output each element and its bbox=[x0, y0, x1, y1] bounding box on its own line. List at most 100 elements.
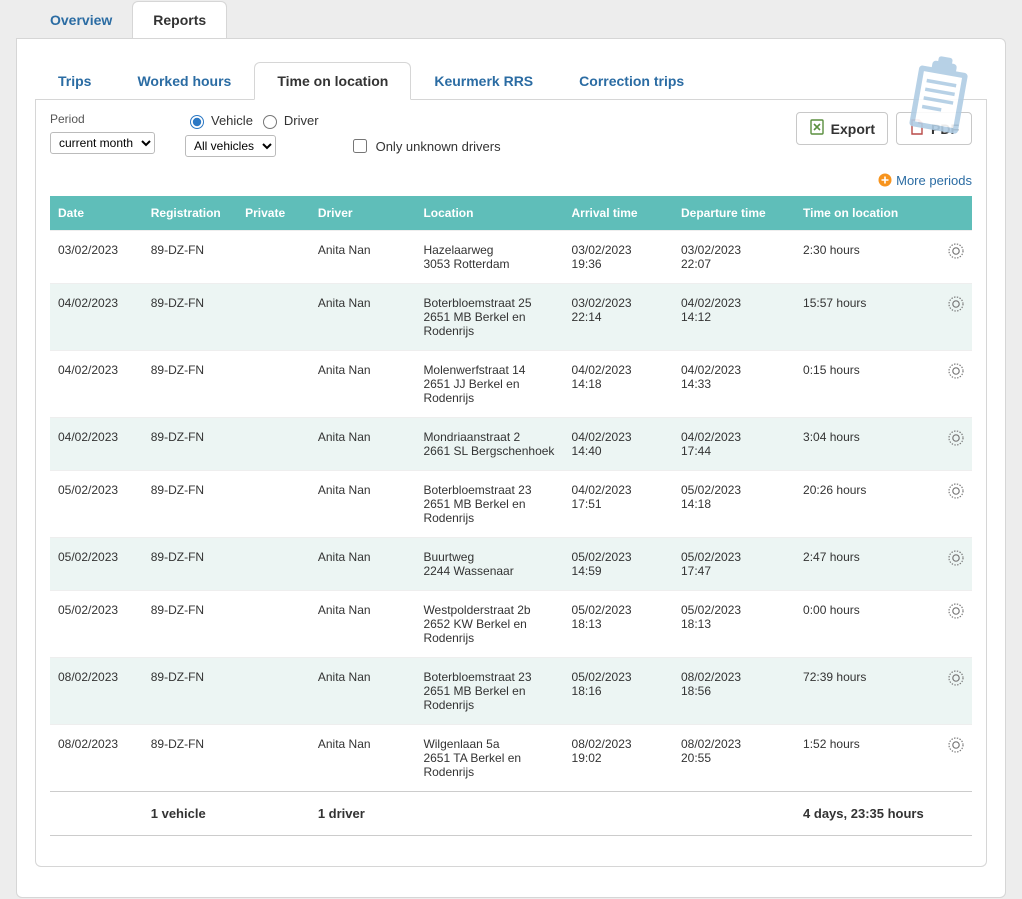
cell-date: 05/02/2023 bbox=[50, 538, 143, 591]
export-button-label: Export bbox=[831, 121, 875, 137]
cell-arrival: 04/02/202317:51 bbox=[564, 471, 673, 538]
col-time-on-location: Time on location bbox=[795, 196, 932, 231]
gear-icon[interactable] bbox=[948, 296, 964, 312]
cell-date: 08/02/2023 bbox=[50, 725, 143, 792]
main-panel: Trips Worked hours Time on location Keur… bbox=[16, 38, 1006, 898]
footer-vehicles: 1 vehicle bbox=[143, 792, 237, 836]
cell-private bbox=[237, 418, 310, 471]
cell-departure: 04/02/202314:12 bbox=[673, 284, 795, 351]
cell-arrival: 05/02/202318:16 bbox=[564, 658, 673, 725]
col-private: Private bbox=[237, 196, 310, 231]
cell-departure: 03/02/202322:07 bbox=[673, 231, 795, 284]
cell-date: 04/02/2023 bbox=[50, 418, 143, 471]
table-row: 03/02/202389-DZ-FNAnita NanHazelaarweg30… bbox=[50, 231, 972, 284]
radio-driver[interactable] bbox=[263, 115, 277, 129]
cell-time-on-location: 0:00 hours bbox=[795, 591, 932, 658]
cell-registration: 89-DZ-FN bbox=[143, 538, 237, 591]
cell-private bbox=[237, 471, 310, 538]
sub-tabs: Trips Worked hours Time on location Keur… bbox=[35, 61, 987, 100]
vehicle-select[interactable]: All vehicles bbox=[185, 135, 276, 157]
more-periods-link[interactable]: More periods bbox=[896, 173, 972, 188]
cell-registration: 89-DZ-FN bbox=[143, 418, 237, 471]
cell-driver: Anita Nan bbox=[310, 658, 416, 725]
cell-registration: 89-DZ-FN bbox=[143, 231, 237, 284]
gear-icon[interactable] bbox=[948, 603, 964, 619]
cell-driver: Anita Nan bbox=[310, 351, 416, 418]
cell-date: 04/02/2023 bbox=[50, 284, 143, 351]
cell-time-on-location: 1:52 hours bbox=[795, 725, 932, 792]
clipboard-icon bbox=[895, 53, 983, 144]
table-row: 08/02/202389-DZ-FNAnita NanWilgenlaan 5a… bbox=[50, 725, 972, 792]
gear-icon[interactable] bbox=[948, 243, 964, 259]
cell-date: 04/02/2023 bbox=[50, 351, 143, 418]
top-tabs: Overview Reports bbox=[16, 0, 1006, 38]
table-row: 05/02/202389-DZ-FNAnita NanWestpolderstr… bbox=[50, 591, 972, 658]
cell-driver: Anita Nan bbox=[310, 418, 416, 471]
col-location: Location bbox=[415, 196, 563, 231]
cell-time-on-location: 3:04 hours bbox=[795, 418, 932, 471]
data-table: Date Registration Private Driver Locatio… bbox=[50, 196, 972, 836]
cell-departure: 05/02/202318:13 bbox=[673, 591, 795, 658]
cell-private bbox=[237, 658, 310, 725]
cell-location: Boterbloemstraat 232651 MB Berkel en Rod… bbox=[415, 658, 563, 725]
subtab-time-on-location[interactable]: Time on location bbox=[254, 62, 411, 100]
cell-location: Molenwerfstraat 142651 JJ Berkel en Rode… bbox=[415, 351, 563, 418]
gear-icon[interactable] bbox=[948, 363, 964, 379]
period-group: Period current month bbox=[50, 112, 155, 154]
cell-private bbox=[237, 591, 310, 658]
col-arrival-time: Arrival time bbox=[564, 196, 673, 231]
radio-vehicle-label: Vehicle bbox=[211, 113, 253, 128]
checkbox-only-unknown-drivers[interactable] bbox=[353, 139, 367, 153]
cell-private bbox=[237, 284, 310, 351]
cell-registration: 89-DZ-FN bbox=[143, 725, 237, 792]
gear-icon[interactable] bbox=[948, 430, 964, 446]
gear-icon[interactable] bbox=[948, 737, 964, 753]
table-row: 05/02/202389-DZ-FNAnita NanBoterbloemstr… bbox=[50, 471, 972, 538]
tab-overview[interactable]: Overview bbox=[30, 2, 132, 38]
cell-date: 05/02/2023 bbox=[50, 471, 143, 538]
cell-arrival: 04/02/202314:18 bbox=[564, 351, 673, 418]
subtab-correction-trips[interactable]: Correction trips bbox=[556, 62, 707, 100]
tab-reports[interactable]: Reports bbox=[132, 1, 227, 39]
cell-driver: Anita Nan bbox=[310, 591, 416, 658]
cell-location: Wilgenlaan 5a2651 TA Berkel en Rodenrijs bbox=[415, 725, 563, 792]
radio-driver-label: Driver bbox=[284, 113, 319, 128]
cell-arrival: 03/02/202319:36 bbox=[564, 231, 673, 284]
table-row: 08/02/202389-DZ-FNAnita NanBoterbloemstr… bbox=[50, 658, 972, 725]
period-label: Period bbox=[50, 112, 155, 126]
cell-driver: Anita Nan bbox=[310, 231, 416, 284]
export-button[interactable]: Export bbox=[796, 112, 888, 145]
cell-private bbox=[237, 725, 310, 792]
table-row: 04/02/202389-DZ-FN Anita NanMolenwerfstra… bbox=[50, 351, 972, 418]
cell-location: Westpolderstraat 2b2652 KW Berkel en Rod… bbox=[415, 591, 563, 658]
cell-time-on-location: 2:47 hours bbox=[795, 538, 932, 591]
gear-icon[interactable] bbox=[948, 670, 964, 686]
gear-icon[interactable] bbox=[948, 550, 964, 566]
plus-icon bbox=[878, 173, 892, 187]
cell-departure: 04/02/202317:44 bbox=[673, 418, 795, 471]
footer-drivers: 1 driver bbox=[310, 792, 416, 836]
unknown-drivers-group: Only unknown drivers bbox=[349, 136, 501, 156]
cell-time-on-location: 20:26 hours bbox=[795, 471, 932, 538]
table-row: 04/02/202389-DZ-FNAnita NanBoterbloemstr… bbox=[50, 284, 972, 351]
col-registration: Registration bbox=[143, 196, 237, 231]
gear-icon[interactable] bbox=[948, 483, 964, 499]
subtab-keurmerk-rrs[interactable]: Keurmerk RRS bbox=[411, 62, 556, 100]
subtab-worked-hours[interactable]: Worked hours bbox=[114, 62, 254, 100]
cell-location: Boterbloemstraat 232651 MB Berkel en Rod… bbox=[415, 471, 563, 538]
export-icon bbox=[809, 119, 825, 138]
radio-vehicle[interactable] bbox=[190, 115, 204, 129]
col-departure-time: Departure time bbox=[673, 196, 795, 231]
cell-private bbox=[237, 231, 310, 284]
cell-driver: Anita Nan bbox=[310, 471, 416, 538]
cell-departure: 04/02/202314:33 bbox=[673, 351, 795, 418]
subtab-trips[interactable]: Trips bbox=[35, 62, 114, 100]
cell-time-on-location: 2:30 hours bbox=[795, 231, 932, 284]
cell-registration: 89-DZ-FN bbox=[143, 351, 237, 418]
cell-arrival: 04/02/202314:40 bbox=[564, 418, 673, 471]
table-row: 04/02/202389-DZ-FNAnita NanMondriaanstra… bbox=[50, 418, 972, 471]
cell-registration: 89-DZ-FN bbox=[143, 591, 237, 658]
cell-arrival: 08/02/202319:02 bbox=[564, 725, 673, 792]
cell-arrival: 05/02/202318:13 bbox=[564, 591, 673, 658]
period-select[interactable]: current month bbox=[50, 132, 155, 154]
